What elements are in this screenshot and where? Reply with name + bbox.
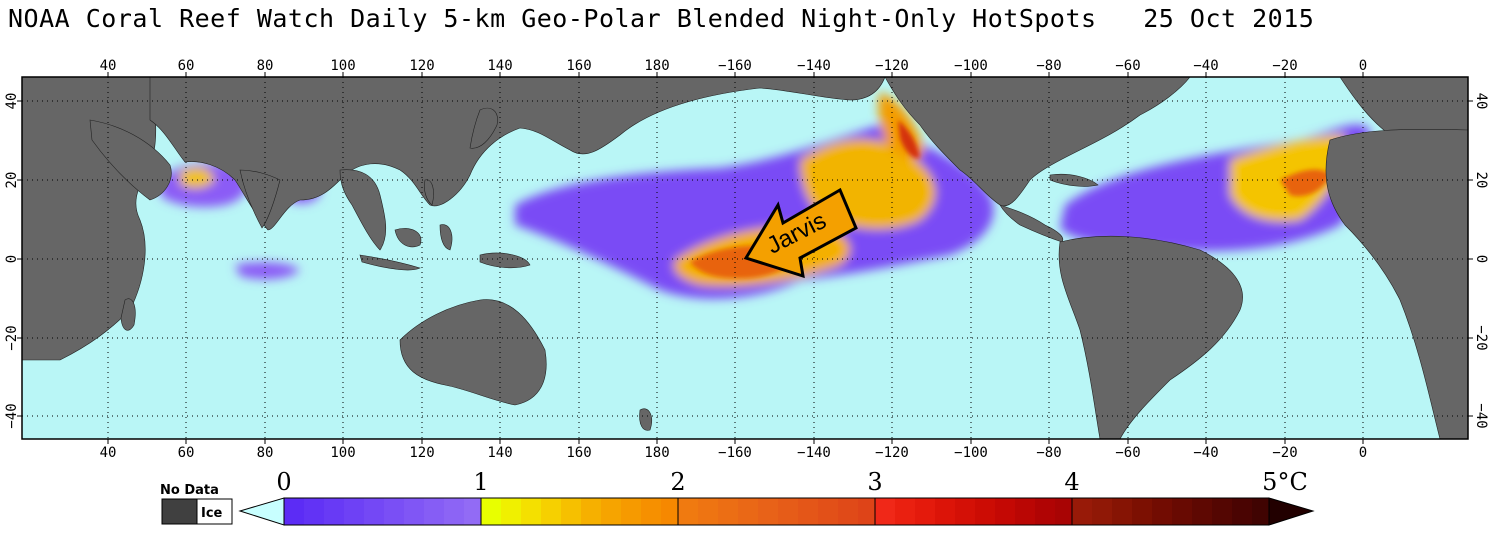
lon-label-top: −40: [1193, 58, 1218, 74]
tick-marks: [17, 72, 1473, 444]
lat-label-right: 40: [1473, 93, 1489, 110]
lon-label-bottom: 60: [178, 445, 195, 461]
lon-label-top: 40: [100, 58, 117, 74]
above-max-arrow-icon: [1268, 497, 1315, 526]
lat-label-left: 20: [4, 172, 20, 189]
scale-label: 1: [473, 468, 488, 496]
scale-label: 2: [670, 468, 685, 496]
lon-label-bottom: −120: [875, 445, 909, 461]
lat-label-left: −20: [4, 325, 20, 350]
lat-label-left: −40: [4, 403, 20, 428]
lon-label-bottom: 80: [257, 445, 274, 461]
color-bar: [283, 497, 1270, 526]
graticule: [22, 77, 1468, 439]
lon-labels-bottom: 40 60 80 100 120 140 160 180 −160 −140 −…: [100, 445, 1368, 461]
lat-label-right: 0: [1473, 255, 1489, 263]
lat-label-left: 0: [4, 255, 20, 263]
lon-label-bottom: −160: [718, 445, 752, 461]
lon-label-bottom: 140: [487, 445, 512, 461]
lon-labels-top: 40 60 80 100 120 140 160 180 −160 −140 −…: [100, 58, 1368, 74]
lon-label-top: −20: [1272, 58, 1297, 74]
lon-label-bottom: 180: [644, 445, 669, 461]
lon-label-bottom: 40: [100, 445, 117, 461]
lon-label-top: 80: [257, 58, 274, 74]
jarvis-arrow-icon: [743, 187, 858, 279]
lon-label-top: −140: [797, 58, 831, 74]
lon-label-top: 100: [330, 58, 355, 74]
no-data-swatch: [161, 498, 198, 525]
ice-swatch: [196, 498, 233, 525]
map-frame: [21, 76, 1469, 440]
below-zero-arrow-icon: [238, 497, 285, 526]
lon-label-top: 0: [1359, 58, 1367, 74]
scale-label: 3: [867, 468, 882, 496]
lat-label-right: 20: [1473, 172, 1489, 189]
lon-label-top: 60: [178, 58, 195, 74]
lon-label-bottom: −80: [1036, 445, 1061, 461]
land-masses: [22, 77, 1468, 439]
scale-label: 0: [276, 468, 291, 496]
lon-label-top: 180: [644, 58, 669, 74]
no-data-label: No Data: [160, 483, 219, 498]
lon-label-bottom: 100: [330, 445, 355, 461]
jarvis-annotation: Jarvis: [743, 187, 858, 279]
scale-label: 4: [1064, 468, 1079, 496]
lon-label-top: −160: [718, 58, 752, 74]
lon-label-bottom: −60: [1115, 445, 1140, 461]
lon-label-top: −60: [1115, 58, 1140, 74]
lon-label-bottom: −20: [1272, 445, 1297, 461]
scale-label: 5°C: [1262, 468, 1308, 496]
lon-label-bottom: −100: [954, 445, 988, 461]
lon-label-bottom: 120: [409, 445, 434, 461]
lat-label-right: −40: [1473, 403, 1489, 428]
lon-label-top: 160: [566, 58, 591, 74]
lon-label-top: −120: [875, 58, 909, 74]
ice-label: Ice: [201, 506, 223, 521]
map-title: NOAA Coral Reef Watch Daily 5-km Geo-Pol…: [8, 4, 1315, 33]
legend: No Data Ice: [160, 468, 1315, 526]
lon-label-bottom: 0: [1359, 445, 1367, 461]
lon-label-top: −100: [954, 58, 988, 74]
lat-labels-right: 40 20 0 −20 −40: [1473, 93, 1489, 429]
lon-label-top: 120: [409, 58, 434, 74]
lat-label-left: 40: [4, 93, 20, 110]
lon-label-bottom: −140: [797, 445, 831, 461]
lon-label-bottom: 160: [566, 445, 591, 461]
lon-label-top: −80: [1036, 58, 1061, 74]
lon-label-top: 140: [487, 58, 512, 74]
lon-label-bottom: −40: [1193, 445, 1218, 461]
lat-label-right: −20: [1473, 325, 1489, 350]
lat-labels-left: 40 20 0 −20 −40: [4, 93, 20, 429]
